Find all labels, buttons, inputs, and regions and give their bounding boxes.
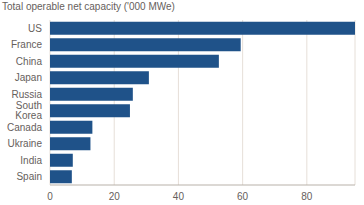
svg-text:India: India [20, 155, 42, 166]
svg-text:Ukraine: Ukraine [8, 138, 42, 149]
svg-text:China: China [16, 56, 43, 67]
svg-text:80: 80 [301, 191, 313, 202]
svg-text:Russia: Russia [11, 89, 42, 100]
svg-text:Japan: Japan [15, 72, 42, 83]
svg-text:US: US [28, 23, 42, 34]
svg-text:SouthKorea: SouthKorea [15, 100, 42, 121]
svg-text:France: France [11, 39, 43, 50]
html-text:Total operable net capacity (': Total operable net capacity ('000 MWe) [2, 1, 175, 12]
svg-text:Spain: Spain [16, 171, 42, 182]
svg-text:40: 40 [173, 191, 185, 202]
svg-text:Canada: Canada [8, 122, 42, 133]
svg-text:60: 60 [237, 191, 249, 202]
svg-text:0: 0 [47, 191, 53, 202]
svg-text:20: 20 [109, 191, 121, 202]
